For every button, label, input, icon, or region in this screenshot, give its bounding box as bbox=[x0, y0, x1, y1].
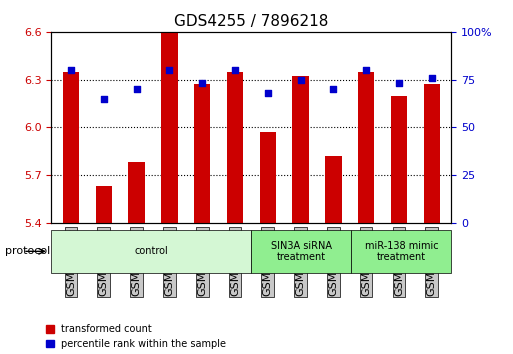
Bar bbox=[391, 96, 407, 223]
Bar bbox=[325, 156, 342, 223]
Point bbox=[329, 86, 338, 92]
Point bbox=[428, 75, 436, 81]
Legend: transformed count, percentile rank within the sample: transformed count, percentile rank withi… bbox=[46, 324, 226, 349]
Bar bbox=[358, 72, 374, 223]
Text: miR-138 mimic
treatment: miR-138 mimic treatment bbox=[365, 240, 438, 262]
Bar bbox=[227, 72, 243, 223]
Point bbox=[165, 67, 173, 73]
Point bbox=[264, 90, 272, 96]
FancyBboxPatch shape bbox=[351, 230, 451, 273]
Point bbox=[198, 81, 206, 86]
Bar bbox=[63, 72, 79, 223]
Bar bbox=[161, 32, 177, 223]
Text: control: control bbox=[134, 246, 168, 256]
Bar bbox=[292, 76, 309, 223]
Point bbox=[231, 67, 239, 73]
Point bbox=[395, 81, 403, 86]
Bar bbox=[128, 162, 145, 223]
Point bbox=[100, 96, 108, 102]
Title: GDS4255 / 7896218: GDS4255 / 7896218 bbox=[174, 14, 328, 29]
FancyBboxPatch shape bbox=[251, 230, 351, 273]
Text: protocol: protocol bbox=[5, 246, 50, 256]
FancyBboxPatch shape bbox=[51, 230, 251, 273]
Point bbox=[67, 67, 75, 73]
Bar bbox=[194, 84, 210, 223]
Point bbox=[297, 77, 305, 82]
Bar bbox=[95, 186, 112, 223]
Point bbox=[362, 67, 370, 73]
Text: SIN3A siRNA
treatment: SIN3A siRNA treatment bbox=[271, 240, 332, 262]
Bar bbox=[424, 84, 440, 223]
Point bbox=[132, 86, 141, 92]
Bar bbox=[260, 132, 276, 223]
